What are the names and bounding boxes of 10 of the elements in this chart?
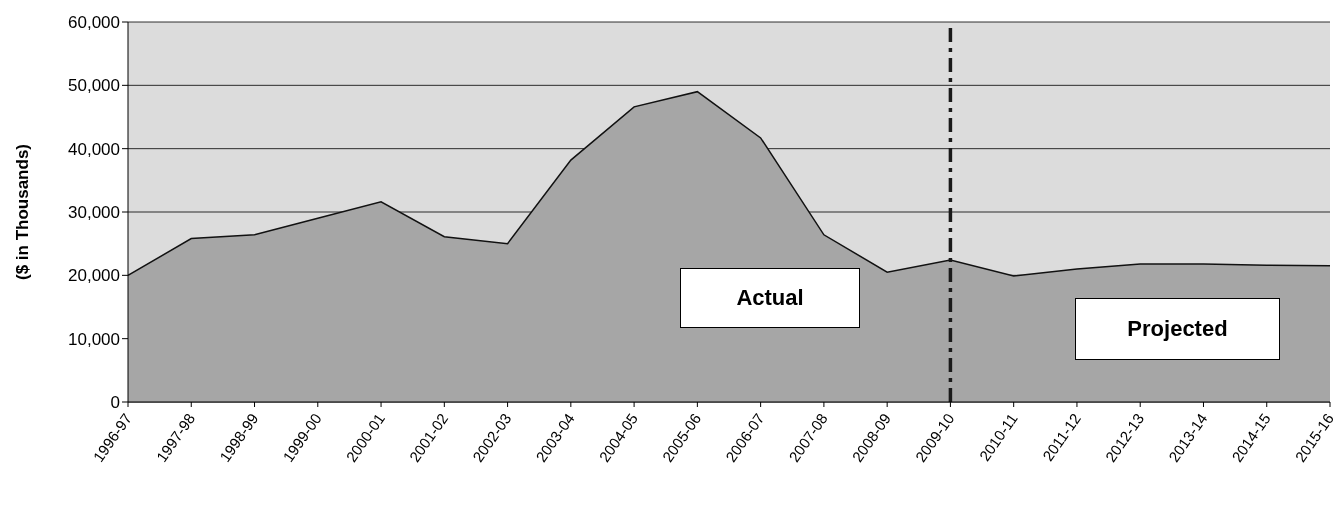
y-tick-label: 0 [110,393,120,413]
y-tick-label: 60,000 [68,13,120,33]
y-tick-label: 20,000 [68,266,120,286]
y-tick-label: 40,000 [68,139,120,159]
y-tick-label: 50,000 [68,76,120,96]
note-box: Projected [1075,298,1280,360]
y-tick-label: 10,000 [68,329,120,349]
note-box: Actual [680,268,860,328]
y-axis-title: ($ in Thousands) [13,144,33,280]
y-tick-label: 30,000 [68,203,120,223]
